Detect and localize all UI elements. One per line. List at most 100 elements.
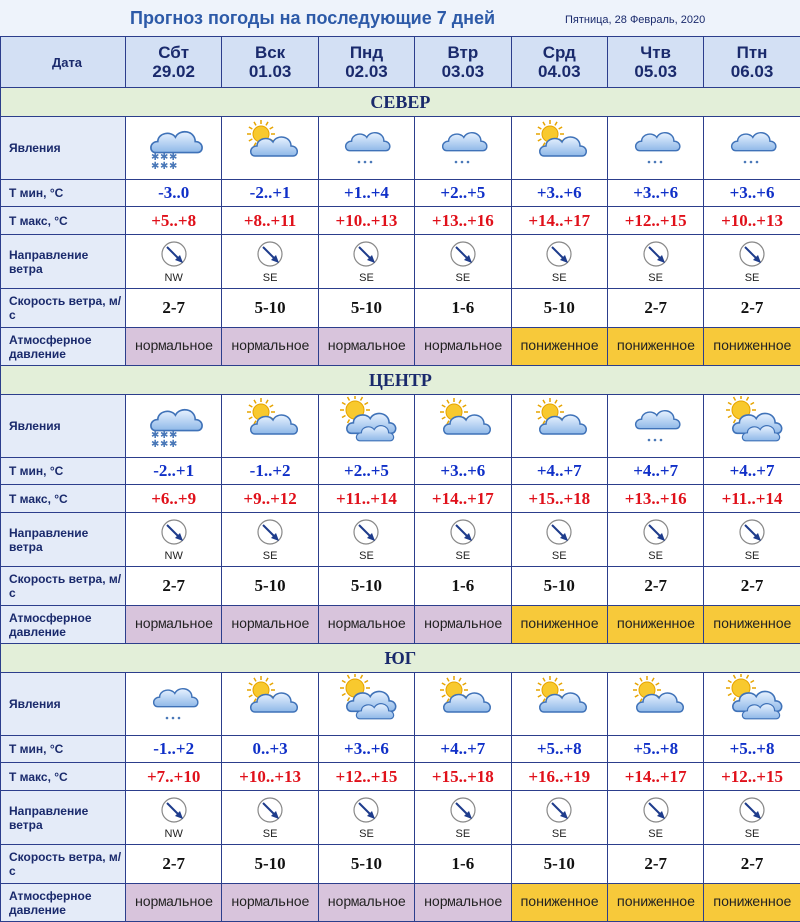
row-label: Направление ветра bbox=[1, 235, 126, 289]
weather-icon bbox=[235, 674, 305, 730]
pressure-value: нормальное bbox=[424, 339, 502, 355]
temp-min-row: Т мин, °С-2..+1-1..+2+2..+5+3..+6+4..+7+… bbox=[1, 458, 800, 485]
weather-icon bbox=[621, 396, 691, 452]
wind-label: SE bbox=[704, 828, 799, 840]
pressure-value: нормальное bbox=[135, 617, 213, 633]
row-label: Скорость ветра, м/с bbox=[1, 289, 126, 328]
pressure-value: пониженное bbox=[617, 617, 695, 633]
temp-min-value: +3..+6 bbox=[344, 739, 389, 758]
wind-direction-cell: SE bbox=[222, 235, 318, 289]
wind-speed-cell: 2-7 bbox=[607, 845, 703, 884]
day-name: Вск bbox=[222, 43, 317, 62]
wind-speed-value: 1-6 bbox=[452, 576, 475, 595]
wind-speed-cell: 2-7 bbox=[704, 567, 800, 606]
temp-min-cell: +1..+4 bbox=[318, 180, 414, 207]
wind-label: SE bbox=[415, 550, 510, 562]
phenomena-cell bbox=[415, 395, 511, 458]
temp-max-value: +15..+18 bbox=[432, 767, 494, 786]
day-name: Сбт bbox=[126, 43, 221, 62]
temp-min-cell: -1..+2 bbox=[126, 736, 222, 763]
wind-speed-cell: 2-7 bbox=[704, 289, 800, 328]
temp-max-cell: +10..+13 bbox=[318, 207, 414, 235]
wind-label: SE bbox=[608, 272, 703, 284]
row-label: Направление ветра bbox=[1, 791, 126, 845]
weather-icon bbox=[524, 118, 594, 174]
temp-min-value: -2..+1 bbox=[250, 183, 291, 202]
wind-direction-cell: SE bbox=[222, 791, 318, 845]
temp-max-row: Т макс, °С+5..+8+8..+11+10..+13+13..+16+… bbox=[1, 207, 800, 235]
temp-min-value: -3..0 bbox=[158, 183, 189, 202]
temp-min-value: +5..+8 bbox=[633, 739, 678, 758]
temp-min-cell: +3..+6 bbox=[318, 736, 414, 763]
temp-max-row: Т макс, °С+6..+9+9..+12+11..+14+14..+17+… bbox=[1, 485, 800, 513]
temp-min-value: -2..+1 bbox=[153, 461, 194, 480]
pressure-cell: пониженное bbox=[511, 328, 607, 366]
temp-max-cell: +6..+9 bbox=[126, 485, 222, 513]
wind-label: NW bbox=[126, 550, 221, 562]
temp-min-value: +3..+6 bbox=[537, 183, 582, 202]
temp-min-cell: -1..+2 bbox=[222, 458, 318, 485]
wind-speed-value: 5-10 bbox=[544, 854, 575, 873]
wind-direction-cell: SE bbox=[704, 791, 800, 845]
temp-min-cell: -2..+1 bbox=[222, 180, 318, 207]
temp-min-value: +4..+7 bbox=[440, 739, 485, 758]
wind-speed-cell: 5-10 bbox=[318, 845, 414, 884]
pressure-cell: пониженное bbox=[511, 606, 607, 644]
temp-max-cell: +9..+12 bbox=[222, 485, 318, 513]
day-date: 29.02 bbox=[126, 62, 221, 81]
temp-max-cell: +14..+17 bbox=[607, 763, 703, 791]
pressure-value: нормальное bbox=[231, 339, 309, 355]
pressure-value: пониженное bbox=[713, 617, 791, 633]
page: html, body { margin: 0; padding: 0; } bo… bbox=[0, 0, 800, 903]
row-label: Т макс, °С bbox=[1, 485, 126, 513]
svg-text:✱: ✱ bbox=[160, 439, 168, 450]
day-date: 05.03 bbox=[608, 62, 703, 81]
temp-min-value: +2..+5 bbox=[440, 183, 485, 202]
day-date: 03.03 bbox=[415, 62, 510, 81]
phenomena-cell bbox=[607, 117, 703, 180]
temp-max-value: +12..+15 bbox=[721, 767, 783, 786]
region-name: ЦЕНТР bbox=[1, 366, 800, 395]
temp-max-cell: +12..+15 bbox=[607, 207, 703, 235]
phenomena-cell bbox=[704, 117, 800, 180]
day-name: Втр bbox=[415, 43, 510, 62]
row-label: Скорость ветра, м/с bbox=[1, 845, 126, 884]
weather-icon: ✱✱✱✱✱✱ bbox=[139, 118, 209, 174]
wind-label: SE bbox=[704, 550, 799, 562]
weather-icon bbox=[428, 674, 498, 730]
wind-speed-cell: 2-7 bbox=[704, 845, 800, 884]
wind-speed-cell: 2-7 bbox=[607, 567, 703, 606]
temp-max-cell: +13..+16 bbox=[415, 207, 511, 235]
weather-icon bbox=[139, 674, 209, 730]
wind-label: NW bbox=[126, 828, 221, 840]
temp-max-value: +12..+15 bbox=[625, 211, 687, 230]
wind-icon bbox=[351, 795, 381, 825]
row-label: Атмосферное давление bbox=[1, 328, 126, 366]
day-name: Срд bbox=[512, 43, 607, 62]
wind-speed-cell: 1-6 bbox=[415, 567, 511, 606]
temp-max-value: +12..+15 bbox=[336, 767, 398, 786]
phenomena-row: Явления✱✱✱✱✱✱ bbox=[1, 117, 800, 180]
temp-max-cell: +5..+8 bbox=[126, 207, 222, 235]
temp-max-cell: +14..+17 bbox=[415, 485, 511, 513]
wind-direction-cell: SE bbox=[511, 513, 607, 567]
wind-label: SE bbox=[415, 828, 510, 840]
svg-text:✱: ✱ bbox=[160, 161, 168, 172]
temp-min-value: +4..+7 bbox=[537, 461, 582, 480]
temp-max-cell: +12..+15 bbox=[704, 763, 800, 791]
wind-icon bbox=[255, 517, 285, 547]
phenomena-cell bbox=[704, 395, 800, 458]
phenomena-cell bbox=[607, 673, 703, 736]
header: Прогноз погоды на последующие 7 дней Пят… bbox=[0, 0, 800, 36]
day-date: 06.03 bbox=[704, 62, 799, 81]
temp-max-value: +6..+9 bbox=[151, 489, 196, 508]
wind-label: SE bbox=[222, 272, 317, 284]
phenomena-cell bbox=[126, 673, 222, 736]
wind-label: SE bbox=[319, 550, 414, 562]
wind-speed-cell: 5-10 bbox=[318, 567, 414, 606]
